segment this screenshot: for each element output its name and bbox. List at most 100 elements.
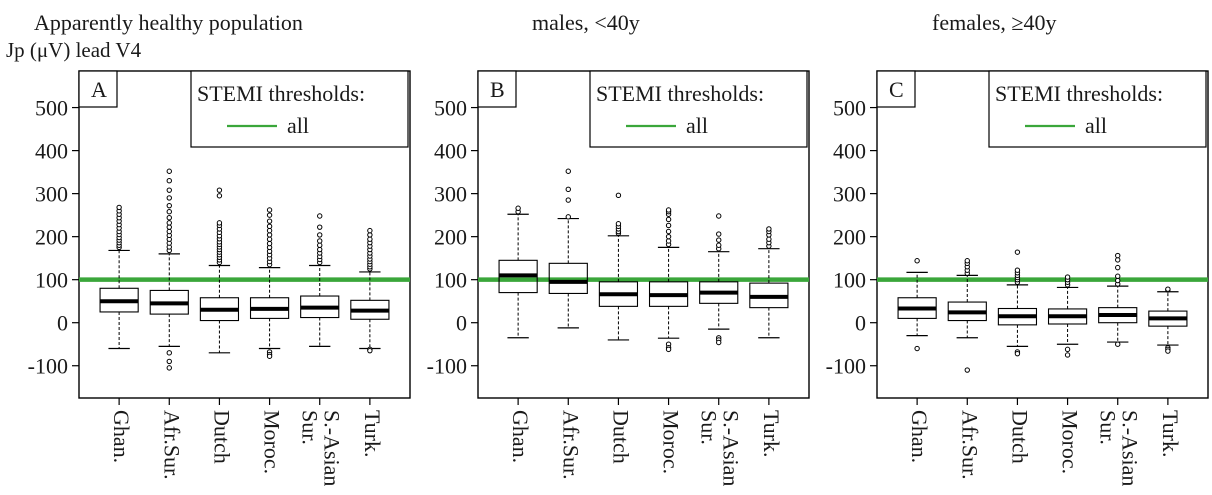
legend-box — [988, 70, 1207, 148]
y-tick-label: -100 — [28, 354, 68, 379]
y-tick-label: 300 — [434, 182, 467, 207]
outlier-point — [665, 238, 672, 244]
legend-title: STEMI thresholds: — [197, 81, 365, 106]
y-tick-label: 500 — [434, 96, 467, 121]
outlier-point — [1064, 352, 1071, 358]
y-tick-label: 200 — [434, 225, 467, 250]
box-5 — [1098, 252, 1138, 347]
box-2 — [947, 258, 987, 373]
outlier-point — [1064, 346, 1071, 353]
outlier-point — [266, 223, 273, 230]
y-tick-label: 400 — [35, 139, 68, 164]
y-tick-label: 100 — [434, 268, 467, 293]
outlier-point — [317, 213, 323, 219]
outlier-point — [216, 187, 223, 193]
outlier-point — [665, 222, 672, 229]
x-tick-label: S.-Asian — [719, 410, 744, 486]
outlier-point — [367, 236, 373, 242]
outlier-point — [914, 345, 920, 352]
outlier-point — [367, 227, 373, 234]
panel-label: C — [889, 77, 904, 102]
outlier-point — [266, 236, 273, 242]
outlier-point — [317, 232, 323, 238]
outlier-point — [1115, 341, 1121, 347]
y-tick-label: 400 — [434, 139, 467, 164]
x-tick-label: Afr.Sur. — [159, 410, 184, 480]
y-axis-label: Jp (μV) lead V4 — [6, 38, 142, 62]
x-tick-label: Dutch — [209, 410, 234, 464]
y-tick-label: 400 — [833, 139, 866, 164]
outlier-point — [266, 227, 273, 234]
y-tick-label: 100 — [35, 268, 68, 293]
outlier-point — [166, 358, 172, 365]
box-1 — [498, 205, 538, 339]
box-6 — [350, 227, 390, 354]
outlier-point — [1014, 267, 1021, 273]
outlier-point — [665, 207, 672, 213]
panel-c-title: females, ≥40y — [932, 10, 1056, 35]
outlier-point — [716, 213, 722, 219]
outlier-point — [266, 353, 273, 359]
outlier-point — [1165, 348, 1171, 354]
outlier-point — [964, 367, 970, 373]
outlier-point — [1064, 274, 1071, 280]
outlier-point — [216, 193, 223, 199]
outlier-point — [166, 202, 172, 209]
outlier-point — [665, 346, 672, 353]
outlier-point — [766, 236, 772, 242]
outlier-point — [116, 204, 122, 211]
x-tick-label: Ghan. — [907, 410, 932, 463]
outlier-point — [1115, 252, 1121, 259]
x-tick-label: Turk. — [1158, 410, 1183, 458]
outlier-point — [266, 232, 273, 238]
outlier-point — [266, 218, 273, 224]
y-tick-label: 0 — [855, 311, 866, 336]
box-4 — [648, 207, 689, 353]
outlier-point — [166, 228, 172, 235]
outlier-point — [716, 231, 722, 237]
outlier-point — [166, 224, 172, 230]
outlier-point — [166, 220, 172, 226]
box-6 — [749, 226, 789, 339]
legend-title: STEMI thresholds: — [596, 81, 764, 106]
outlier-point — [515, 205, 521, 211]
outlier-point — [565, 197, 571, 203]
outlier-point — [166, 208, 172, 215]
legend-title: STEMI thresholds: — [995, 81, 1163, 106]
outlier-point — [266, 240, 273, 247]
box-3 — [598, 192, 639, 341]
box-4 — [249, 207, 290, 359]
population-title: Apparently healthy population — [34, 10, 303, 35]
panel-label-box — [78, 70, 118, 108]
y-tick-label: 300 — [35, 182, 68, 207]
outlier-point — [166, 187, 172, 193]
outlier-point — [1115, 257, 1121, 263]
outlier-point — [565, 168, 571, 174]
panel-label: B — [490, 77, 505, 102]
x-tick-label: Sur. — [298, 410, 323, 445]
outlier-point — [716, 339, 722, 346]
box-1 — [897, 258, 937, 352]
legend-box — [589, 70, 808, 148]
panel-c: -100 0 100 200 300 400 500 Ghan. Afr.Sur. Dutch Mo… — [826, 70, 1209, 486]
outlier-point — [615, 221, 622, 227]
outlier-point — [1014, 350, 1021, 357]
outlier-point — [166, 350, 172, 356]
legend-box — [190, 70, 409, 148]
outlier-point — [565, 214, 571, 220]
panel-label-box — [477, 70, 517, 108]
outlier-point — [914, 258, 920, 264]
outlier-point — [716, 237, 722, 243]
y-tick-label: 500 — [35, 96, 68, 121]
x-tick-label: Turk. — [360, 410, 385, 458]
y-tick-label: 100 — [833, 268, 866, 293]
legend-entry-label: all — [287, 113, 309, 138]
box-4 — [1047, 274, 1088, 358]
x-tick-label: Moroc. — [1058, 410, 1083, 474]
x-tick-label: Dutch — [1007, 410, 1032, 464]
iqr-box — [548, 262, 588, 294]
panel-label: A — [91, 77, 107, 102]
y-tick-label: 300 — [833, 182, 866, 207]
x-tick-label: S.-Asian — [320, 410, 345, 486]
outlier-point — [266, 207, 273, 213]
